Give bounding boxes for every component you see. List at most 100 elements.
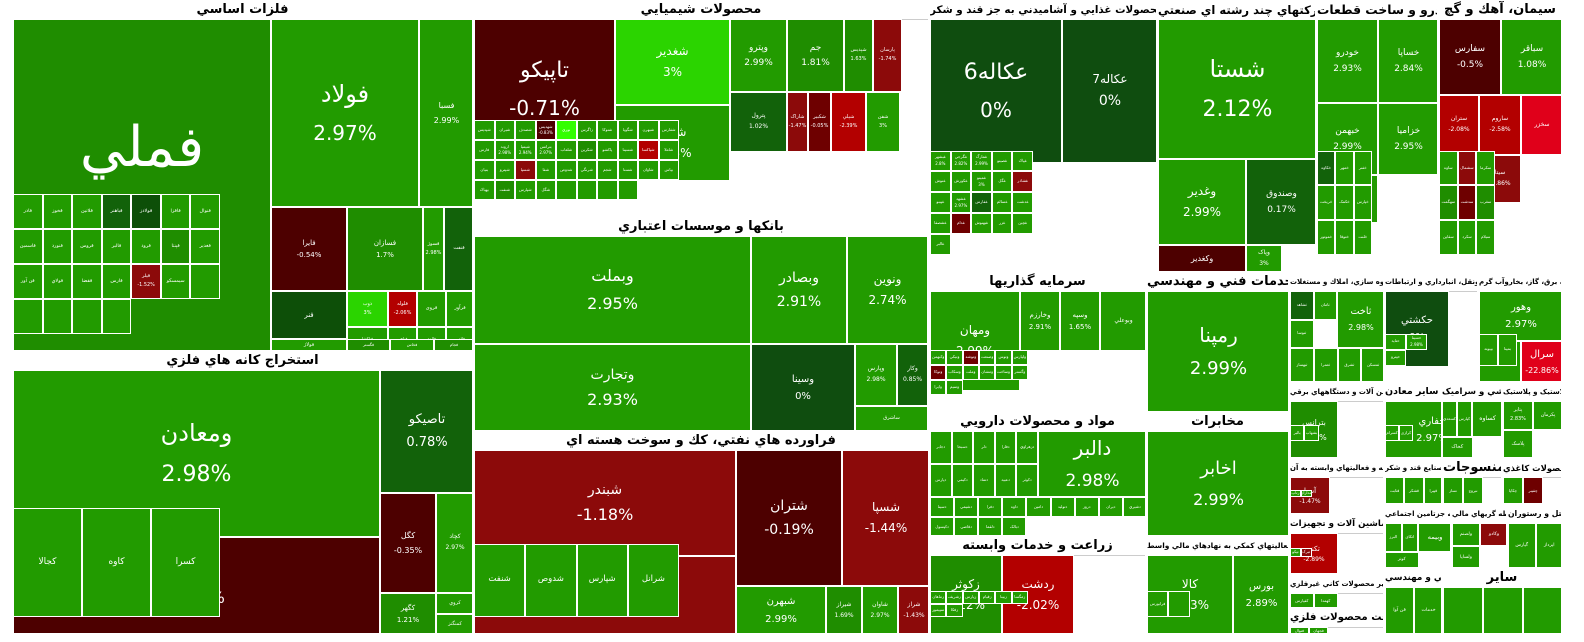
stock-tile[interactable]: خساپا 2.84% <box>1378 19 1437 103</box>
stock-tile[interactable]: بهپاک <box>474 180 495 201</box>
stock-tile[interactable]: سپيمور <box>930 603 947 617</box>
stock-tile[interactable]: فخاس <box>390 339 434 350</box>
stock-tile[interactable]: اپرداز <box>1535 523 1561 567</box>
stock-tile[interactable]: دقاضي <box>954 517 979 535</box>
stock-tile[interactable] <box>617 180 638 201</box>
stock-tile[interactable]: غزر <box>991 213 1013 234</box>
stock-tile[interactable]: زقيام <box>979 590 996 604</box>
stock-tile[interactable]: کجالا <box>13 507 82 617</box>
stock-tile[interactable]: کخاک <box>1442 437 1473 457</box>
stock-tile[interactable]: خريخت <box>1317 185 1336 220</box>
stock-tile[interactable]: وکبهمن <box>930 350 947 365</box>
stock-tile[interactable]: وتوشه <box>962 350 979 365</box>
stock-tile[interactable]: غنوش <box>930 171 951 193</box>
stock-tile[interactable]: گپارس <box>1508 523 1536 567</box>
stock-tile[interactable]: سقاين <box>1439 219 1458 255</box>
stock-tile[interactable]: غبشهر 2.8% <box>930 150 951 172</box>
stock-tile[interactable]: فولاد 2.97% <box>271 19 419 207</box>
stock-tile[interactable]: سخزر <box>1521 95 1561 155</box>
stock-tile[interactable]: شگويا <box>617 120 638 141</box>
stock-tile[interactable]: دالبر 2.98% <box>1038 431 1145 497</box>
stock-tile[interactable]: وخارزم 2.91% <box>1020 291 1060 351</box>
stock-tile[interactable]: شبندر -1.18% <box>474 450 736 556</box>
stock-tile[interactable]: غپاک <box>1012 150 1033 172</box>
stock-tile[interactable]: وتجارت 2.93% <box>474 344 751 430</box>
stock-tile[interactable]: فاسمين <box>13 229 43 265</box>
stock-tile[interactable]: فافزا <box>160 194 191 230</box>
stock-tile[interactable]: چفيبر <box>1523 477 1543 503</box>
stock-tile[interactable]: دفرا <box>978 497 1003 517</box>
stock-tile[interactable]: دفارا <box>994 431 1017 464</box>
stock-tile[interactable]: دروز <box>1074 497 1099 517</box>
stock-tile[interactable]: ذوب 3% <box>347 291 388 327</box>
stock-tile[interactable]: بنيان <box>474 160 495 181</box>
stock-tile[interactable]: دسينا <box>930 497 955 517</box>
stock-tile[interactable]: جم 1.81% <box>787 19 844 92</box>
stock-tile[interactable]: فولادز <box>131 194 161 230</box>
stock-tile[interactable]: زپارس <box>962 590 979 604</box>
stock-tile[interactable] <box>42 299 73 335</box>
stock-tile[interactable]: پارسان -1.74% <box>873 19 902 92</box>
stock-tile[interactable]: رمپنا 2.99% <box>1147 291 1288 411</box>
stock-tile[interactable]: رتاپ <box>1290 489 1301 497</box>
stock-tile[interactable]: شفن 3% <box>866 92 900 152</box>
stock-tile[interactable]: غشاذر <box>1012 171 1033 193</box>
stock-tile[interactable]: فنفت <box>444 207 472 291</box>
stock-tile[interactable]: دتماد <box>973 464 995 497</box>
stock-tile[interactable]: خکمک <box>1335 185 1354 220</box>
stock-tile[interactable]: دامين <box>1026 497 1051 517</box>
stock-tile[interactable]: فلوله -2.06% <box>388 291 417 327</box>
stock-tile[interactable]: کمنگنز <box>436 614 472 633</box>
stock-tile[interactable]: سدشت <box>1457 185 1477 220</box>
stock-tile[interactable]: ونوين 2.74% <box>847 236 928 344</box>
stock-tile[interactable]: خپارس <box>1353 185 1372 220</box>
stock-tile[interactable]: کچاد 2.97% <box>436 493 472 593</box>
stock-tile[interactable]: البرز <box>1385 523 1402 552</box>
stock-tile[interactable]: پاکشو <box>597 140 618 161</box>
stock-tile[interactable]: سهگمت <box>1439 185 1458 220</box>
stock-tile[interactable]: اخابر 2.99% <box>1147 431 1288 535</box>
stock-tile[interactable]: دکوثر <box>1016 464 1038 497</box>
stock-tile[interactable]: ثمسکن <box>1361 348 1383 381</box>
stock-tile[interactable]: وايرا <box>930 380 947 395</box>
stock-tile[interactable]: دسبحا <box>951 431 974 464</box>
stock-tile[interactable]: بپيوند <box>1479 333 1498 366</box>
stock-tile[interactable]: کگهر 1.21% <box>380 593 436 633</box>
stock-tile[interactable]: ولساپا <box>1452 546 1480 567</box>
stock-tile[interactable]: غدام <box>950 213 972 234</box>
stock-tile[interactable]: فگستر <box>347 339 390 350</box>
stock-tile[interactable]: مداران <box>1300 489 1312 497</box>
stock-tile[interactable]: وکادو <box>1480 523 1506 546</box>
stock-tile[interactable]: سرال -22.86% <box>1521 341 1561 381</box>
stock-tile[interactable]: فروس <box>72 229 102 265</box>
stock-tile[interactable]: شنفت <box>474 543 526 617</box>
stock-tile[interactable]: شسپا -1.44% <box>842 450 928 586</box>
stock-tile[interactable]: شستا <box>617 160 638 181</box>
stock-tile[interactable]: سباقر 1.08% <box>1501 19 1561 95</box>
stock-tile[interactable] <box>597 180 618 201</box>
stock-tile[interactable]: نبروج <box>1463 477 1483 503</box>
stock-tile[interactable]: پتاير 2.83% <box>1503 401 1533 430</box>
stock-tile[interactable]: شرنگي <box>576 160 597 181</box>
stock-tile[interactable]: وصندوق 0.17% <box>1246 159 1315 245</box>
stock-tile[interactable]: غسالم <box>991 192 1013 213</box>
stock-tile[interactable]: نوري <box>556 120 577 141</box>
stock-tile[interactable]: دلر <box>973 431 995 464</box>
stock-tile[interactable]: شلعاب <box>556 140 577 161</box>
stock-tile[interactable]: دعبيد <box>994 464 1017 497</box>
stock-tile[interactable]: سکرد <box>1457 219 1477 255</box>
stock-tile[interactable]: فرآور <box>446 291 472 327</box>
stock-tile[interactable]: دتوليد <box>1050 497 1075 517</box>
stock-tile[interactable]: فارس <box>474 140 495 161</box>
stock-tile[interactable]: دبالک <box>1002 517 1027 535</box>
stock-tile[interactable]: فن آور <box>13 264 43 300</box>
stock-tile[interactable]: شپارس <box>576 543 628 617</box>
stock-tile[interactable]: ونيکي <box>946 350 963 365</box>
stock-tile[interactable]: زاگرس <box>576 120 597 141</box>
stock-tile[interactable]: ثنوسا <box>1290 319 1314 348</box>
stock-tile[interactable]: زماهان <box>930 590 947 604</box>
stock-tile[interactable]: دشيمي <box>954 497 979 517</box>
stock-tile[interactable]: ثعمرا <box>1313 348 1338 381</box>
stock-tile[interactable]: شستا 2.12% <box>1158 19 1315 159</box>
stock-tile[interactable]: کفپارس <box>1290 593 1314 607</box>
